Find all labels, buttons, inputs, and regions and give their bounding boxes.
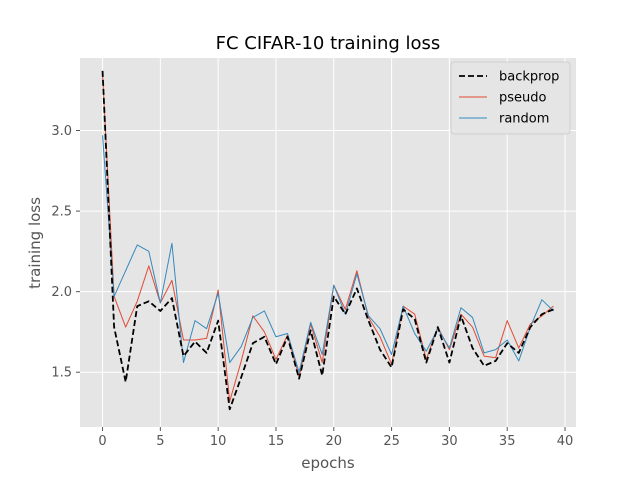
- series-lines: [101, 70, 554, 411]
- x-tick-label: 5: [156, 434, 164, 449]
- x-tick-label: 25: [383, 434, 400, 449]
- legend-box: [450, 61, 571, 135]
- y-tick-label: 2.0: [51, 285, 72, 300]
- x-tick-label: 15: [268, 434, 285, 449]
- x-tick-label: 30: [441, 434, 458, 449]
- x-axis-ticks: 0 5 10 15 20 25 30 35 40: [98, 427, 573, 449]
- x-tick-label: 35: [499, 434, 516, 449]
- legend: backprop pseudo random: [450, 61, 571, 135]
- series-line-backprop: [101, 70, 554, 411]
- x-tick-label: 10: [210, 434, 227, 449]
- y-tick-label: 1.5: [51, 366, 72, 381]
- x-tick-label: 0: [98, 434, 106, 449]
- legend-label-pseudo: pseudo: [499, 91, 547, 106]
- y-axis-label: training loss: [26, 197, 44, 289]
- series-line-pseudo: [102, 74, 554, 402]
- x-tick-label: 40: [557, 434, 574, 449]
- legend-label-backprop: backprop: [499, 70, 559, 85]
- x-tick-label: 20: [326, 434, 343, 449]
- legend-label-random: random: [499, 112, 549, 127]
- y-tick-label: 2.5: [51, 205, 72, 220]
- series-line-random: [102, 135, 554, 373]
- y-axis-ticks: 1.5 2.0 2.5 3.0: [51, 124, 80, 381]
- y-tick-label: 3.0: [51, 124, 72, 139]
- chart-title: FC CIFAR-10 training loss: [216, 33, 441, 54]
- x-axis-label: epochs: [301, 454, 355, 472]
